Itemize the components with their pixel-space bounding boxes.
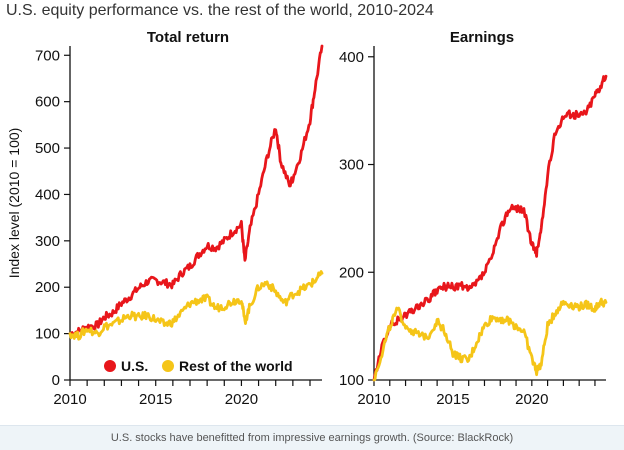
y-tick-label: 200 <box>339 264 364 281</box>
x-tick-label: 2015 <box>139 391 172 408</box>
y-tick-label: 200 <box>35 279 60 296</box>
y-tick-label: 100 <box>35 326 60 343</box>
caption: U.S. stocks have benefitted from impress… <box>0 425 624 450</box>
panel-title: Earnings <box>450 29 514 46</box>
y-tick-label: 400 <box>339 49 364 66</box>
y-tick-label: 0 <box>52 372 60 389</box>
y-tick-label: 300 <box>339 157 364 174</box>
legend-us-marker <box>104 360 116 372</box>
y-tick-label: 700 <box>35 47 60 64</box>
x-tick-label: 2020 <box>225 391 258 408</box>
x-tick-label: 2010 <box>357 391 390 408</box>
y-tick-label: 100 <box>339 372 364 389</box>
chart-title: U.S. equity performance vs. the rest of … <box>6 2 434 19</box>
panel-title: Total return <box>147 29 229 46</box>
us-series-line <box>68 44 324 338</box>
y-axis-label: Index level (2010 = 100) <box>6 128 22 279</box>
x-tick-label: 2015 <box>436 391 469 408</box>
us-series-line <box>372 74 608 382</box>
x-tick-label: 2010 <box>53 391 86 408</box>
y-tick-label: 300 <box>35 233 60 250</box>
legend-row-marker <box>162 360 174 372</box>
rest-of-world-series-line <box>372 297 608 382</box>
rest-of-world-series-line <box>68 270 324 341</box>
chart-area: Total return 0 100 200 300 400 500 600 700 2010 20… <box>6 29 608 408</box>
total-return-panel: Total return 0 100 200 300 400 500 600 700 2010 20… <box>6 29 324 408</box>
legend: U.S. Rest of the world <box>104 358 293 374</box>
legend-row-label: Rest of the world <box>179 358 293 374</box>
earnings-panel: Earnings 100 200 300 400 2010 2015 2020 <box>339 29 608 408</box>
x-tick-label: 2020 <box>515 391 548 408</box>
y-tick-label: 500 <box>35 140 60 157</box>
legend-us-label: U.S. <box>121 358 148 374</box>
y-tick-label: 600 <box>35 94 60 111</box>
y-tick-label: 400 <box>35 186 60 203</box>
